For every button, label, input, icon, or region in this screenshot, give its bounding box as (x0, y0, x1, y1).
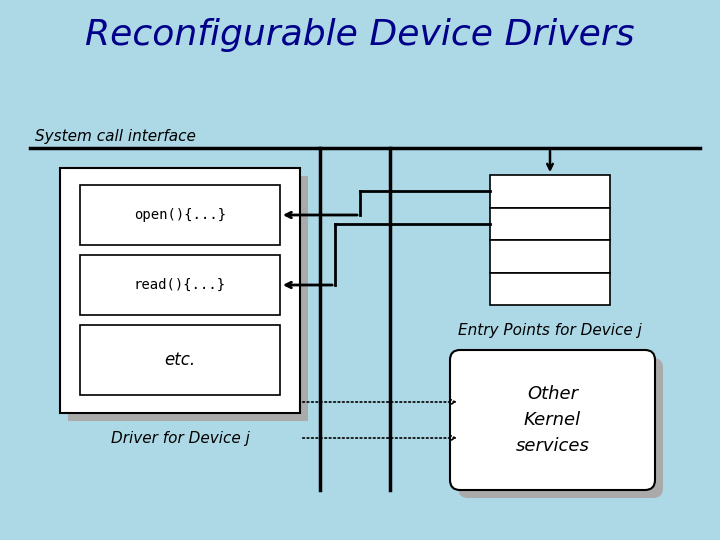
Text: System call interface: System call interface (35, 129, 196, 144)
Text: Reconfigurable Device Drivers: Reconfigurable Device Drivers (85, 18, 635, 52)
FancyBboxPatch shape (450, 350, 655, 490)
Text: Driver for Device j: Driver for Device j (111, 431, 249, 446)
Bar (60, 168, 300, 413)
Bar (490, 240, 610, 273)
Bar (80, 325, 280, 395)
Text: Entry Points for Device j: Entry Points for Device j (458, 323, 642, 338)
Bar (490, 207, 610, 240)
Bar (68, 176, 308, 421)
Text: Other
Kernel
services: Other Kernel services (516, 384, 590, 455)
FancyBboxPatch shape (458, 358, 663, 498)
Text: read(){...}: read(){...} (134, 278, 226, 292)
Bar (490, 175, 610, 207)
Text: etc.: etc. (164, 351, 196, 369)
Bar (490, 273, 610, 305)
Bar (80, 255, 280, 315)
Bar (80, 185, 280, 245)
Text: open(){...}: open(){...} (134, 208, 226, 222)
